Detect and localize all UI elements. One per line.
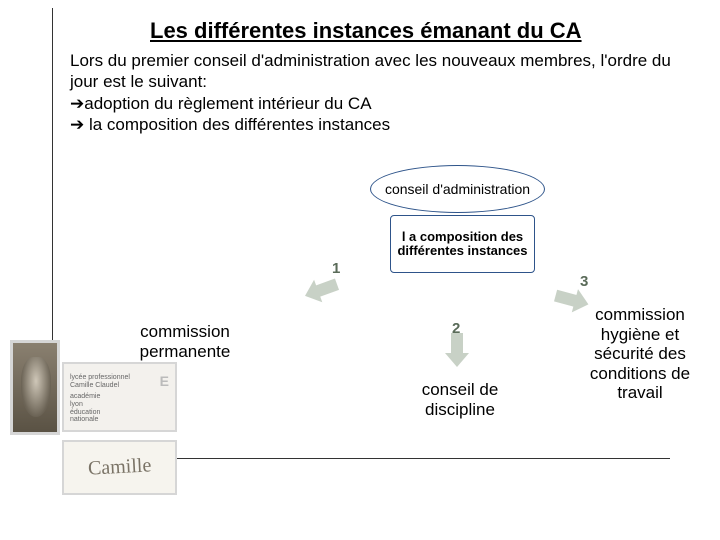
intro-bullet-2-text: la composition des différentes instances (84, 115, 390, 134)
arrow-left-icon (301, 273, 341, 307)
intro-bullet-1: ➔adoption du règlement intérieur du CA (70, 93, 690, 114)
decorative-sculpture-image (10, 340, 60, 435)
slide-root: Les différentes instances émanant du CA … (0, 0, 720, 540)
node-conseil-administration: conseil d'administration (370, 165, 545, 213)
logo-text-4: éducation (70, 409, 169, 417)
arrow-right-icon: ➔ (70, 115, 84, 134)
vertical-rule (52, 8, 53, 388)
node-composition-instances-label: l a composition des différentes instance… (395, 230, 530, 259)
arrow-label-1: 1 (332, 260, 340, 277)
horizontal-rule (170, 458, 670, 459)
intro-text: Lors du premier conseil d'administration… (70, 50, 690, 135)
arrow-down-icon (445, 333, 469, 367)
node-commission-permanente: commission permanente (115, 322, 255, 361)
page-title: Les différentes instances émanant du CA (150, 18, 582, 44)
logo-text-5: nationale (70, 416, 169, 424)
node-conseil-administration-label: conseil d'administration (385, 181, 530, 197)
arrow-label-2: 2 (452, 320, 460, 337)
decorative-logo-card: E lycée professionnel Camille Claudel ac… (62, 362, 177, 432)
node-conseil-discipline: conseil de discipline (395, 380, 525, 419)
logo-text-3: lyon (70, 401, 169, 409)
intro-line-1: Lors du premier conseil d'administration… (70, 50, 690, 93)
node-composition-instances: l a composition des différentes instance… (390, 215, 535, 273)
logo-text-2: académie (70, 393, 169, 401)
node-commission-hygiene: commission hygiène et sécurité des condi… (575, 305, 705, 403)
decorative-signature-card: Camille (62, 440, 177, 495)
intro-bullet-1-text: adoption du règlement intérieur du CA (84, 94, 371, 113)
logo-text-0: lycée professionnel (70, 374, 169, 382)
intro-bullet-2: ➔ la composition des différentes instanc… (70, 114, 690, 135)
arrow-right-icon: ➔ (70, 94, 84, 113)
signature-text: Camille (87, 454, 151, 480)
logo-text-1: Camille Claudel (70, 382, 169, 390)
arrow-label-3: 3 (580, 273, 588, 290)
logo-letter-icon: E (160, 374, 169, 389)
